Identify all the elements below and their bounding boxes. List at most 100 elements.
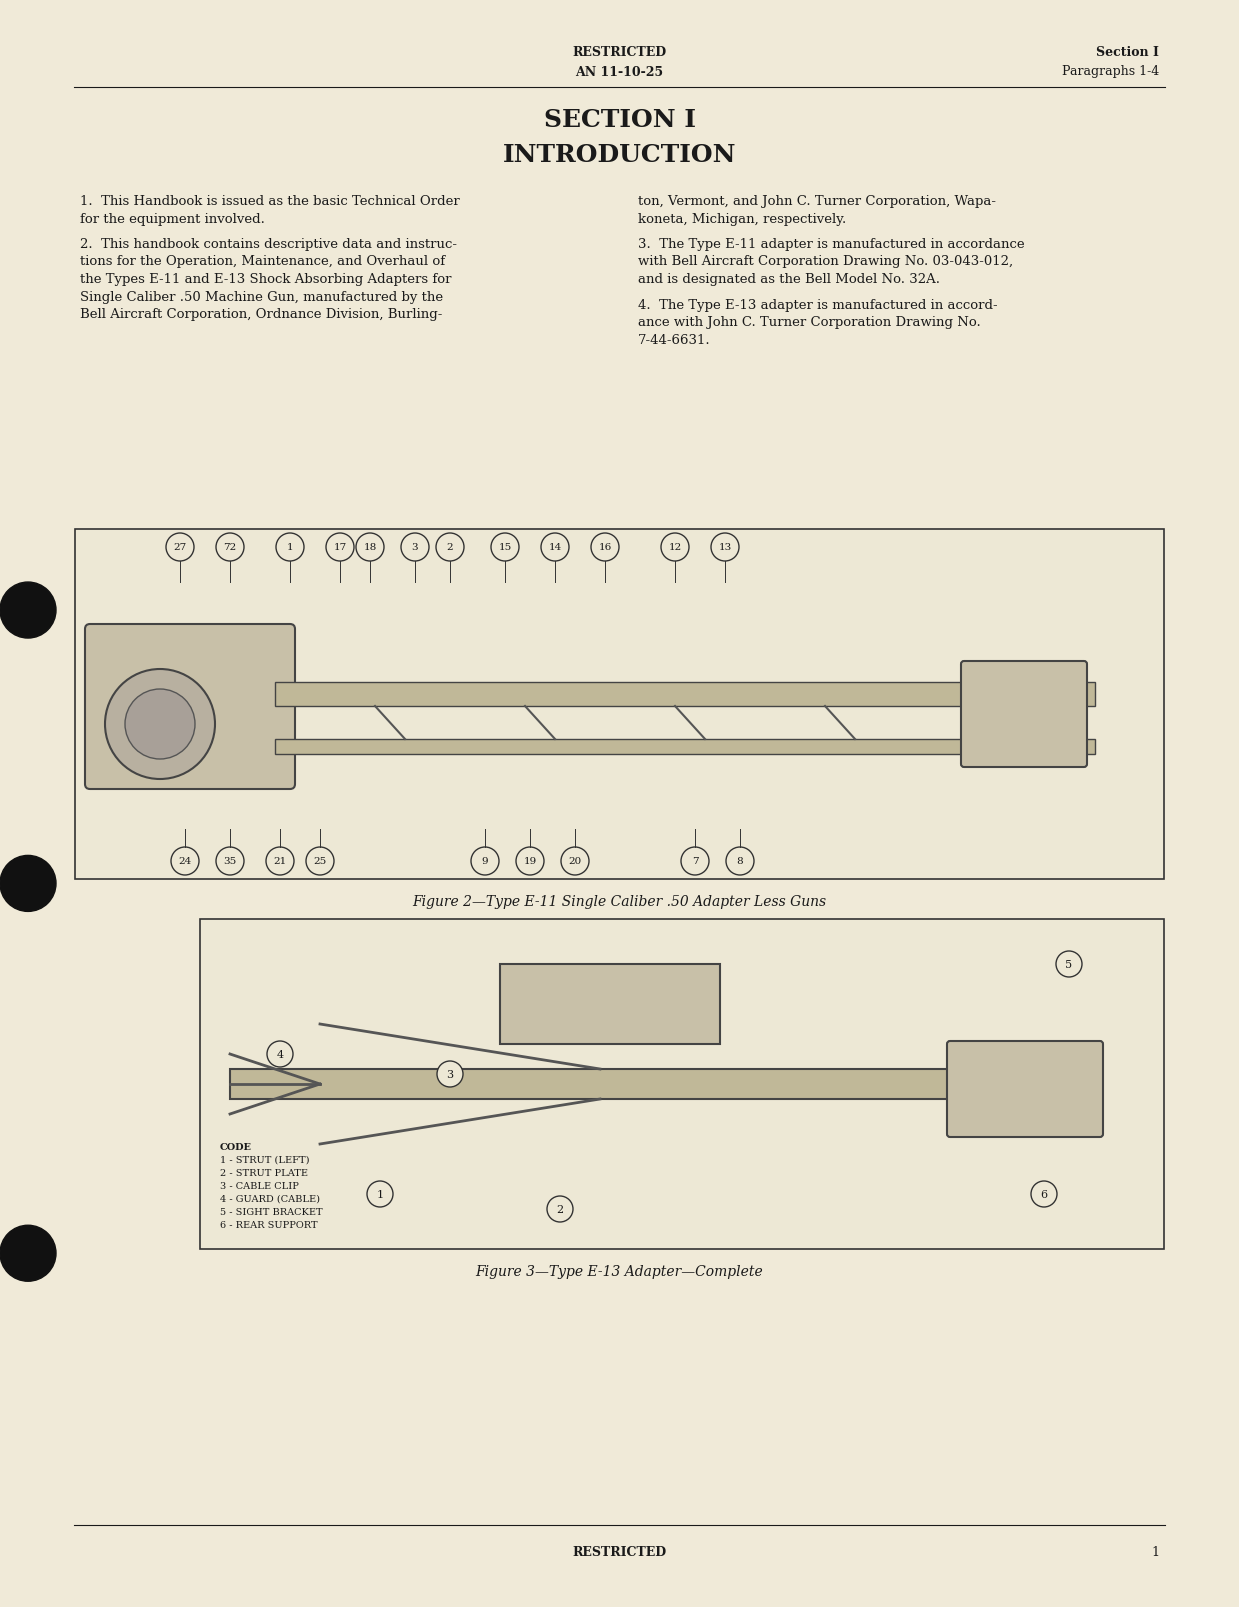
Text: 20: 20 (569, 857, 581, 866)
Text: 15: 15 (498, 543, 512, 553)
Text: 72: 72 (223, 543, 237, 553)
Text: ton, Vermont, and John C. Turner Corporation, Wapa-: ton, Vermont, and John C. Turner Corpora… (638, 194, 996, 207)
Text: 21: 21 (274, 857, 286, 866)
Text: 1.  This Handbook is issued as the basic Technical Order: 1. This Handbook is issued as the basic … (81, 194, 460, 207)
Bar (230, 1069, 980, 1099)
Bar (199, 919, 1163, 1249)
Text: 12: 12 (668, 543, 681, 553)
Circle shape (266, 847, 294, 876)
Text: INTRODUCTION: INTRODUCTION (503, 143, 736, 167)
Text: Paragraphs 1-4: Paragraphs 1-4 (1062, 66, 1158, 79)
Circle shape (660, 534, 689, 562)
Circle shape (326, 534, 354, 562)
Bar (501, 964, 720, 1045)
Text: 6: 6 (1041, 1189, 1047, 1199)
Bar (275, 739, 1095, 755)
Text: 24: 24 (178, 857, 192, 866)
Text: 1: 1 (377, 1189, 384, 1199)
Text: AN 11-10-25: AN 11-10-25 (575, 66, 664, 79)
Text: 25: 25 (313, 857, 327, 866)
Text: 1: 1 (286, 543, 294, 553)
Circle shape (1031, 1181, 1057, 1207)
Text: 4 - GUARD (CABLE): 4 - GUARD (CABLE) (221, 1194, 320, 1204)
Circle shape (561, 847, 589, 876)
Text: CODE: CODE (221, 1143, 252, 1151)
Text: RESTRICTED: RESTRICTED (572, 1546, 667, 1559)
Text: Figure 2—Type E-11 Single Caliber .50 Adapter Less Guns: Figure 2—Type E-11 Single Caliber .50 Ad… (413, 895, 826, 908)
Text: 3.  The Type E-11 adapter is manufactured in accordance: 3. The Type E-11 adapter is manufactured… (638, 238, 1025, 251)
Circle shape (726, 847, 755, 876)
Circle shape (166, 534, 195, 562)
Text: 3 - CABLE CLIP: 3 - CABLE CLIP (221, 1181, 299, 1191)
Text: 14: 14 (549, 543, 561, 553)
Text: RESTRICTED: RESTRICTED (572, 45, 667, 58)
Text: 7-44-6631.: 7-44-6631. (638, 333, 711, 346)
Circle shape (216, 534, 244, 562)
Circle shape (276, 534, 304, 562)
Text: 3: 3 (446, 1069, 453, 1080)
Text: 13: 13 (719, 543, 731, 553)
Text: 8: 8 (737, 857, 743, 866)
Bar (76, 530, 1163, 879)
Circle shape (306, 847, 335, 876)
Circle shape (367, 1181, 393, 1207)
Circle shape (401, 534, 429, 562)
Text: 3: 3 (411, 543, 419, 553)
Text: 4.  The Type E-13 adapter is manufactured in accord-: 4. The Type E-13 adapter is manufactured… (638, 299, 997, 312)
Circle shape (356, 534, 384, 562)
Circle shape (471, 847, 499, 876)
Text: 17: 17 (333, 543, 347, 553)
Circle shape (436, 534, 463, 562)
Circle shape (546, 1196, 572, 1223)
Text: tions for the Operation, Maintenance, and Overhaul of: tions for the Operation, Maintenance, an… (81, 256, 445, 268)
Text: the Types E-11 and E-13 Shock Absorbing Adapters for: the Types E-11 and E-13 Shock Absorbing … (81, 273, 451, 286)
Text: 6 - REAR SUPPORT: 6 - REAR SUPPORT (221, 1220, 317, 1229)
Text: 19: 19 (523, 857, 536, 866)
Text: 18: 18 (363, 543, 377, 553)
FancyBboxPatch shape (85, 625, 295, 789)
Text: Single Caliber .50 Machine Gun, manufactured by the: Single Caliber .50 Machine Gun, manufact… (81, 291, 444, 304)
Text: and is designated as the Bell Model No. 32A.: and is designated as the Bell Model No. … (638, 273, 940, 286)
Text: 4: 4 (276, 1049, 284, 1059)
Text: 2: 2 (556, 1204, 564, 1215)
Circle shape (515, 847, 544, 876)
Text: Figure 3—Type E-13 Adapter—Complete: Figure 3—Type E-13 Adapter—Complete (476, 1265, 763, 1278)
Text: 5 - SIGHT BRACKET: 5 - SIGHT BRACKET (221, 1207, 322, 1216)
Bar (275, 683, 1095, 707)
FancyBboxPatch shape (947, 1041, 1103, 1138)
Text: 9: 9 (482, 857, 488, 866)
Text: Bell Aircraft Corporation, Ordnance Division, Burling-: Bell Aircraft Corporation, Ordnance Divi… (81, 309, 442, 321)
Circle shape (125, 689, 195, 760)
Text: koneta, Michigan, respectively.: koneta, Michigan, respectively. (638, 212, 846, 225)
Text: 1: 1 (1151, 1546, 1158, 1559)
Text: 2: 2 (447, 543, 453, 553)
Text: with Bell Aircraft Corporation Drawing No. 03-043-012,: with Bell Aircraft Corporation Drawing N… (638, 256, 1014, 268)
Text: 27: 27 (173, 543, 187, 553)
Circle shape (591, 534, 620, 562)
Circle shape (437, 1061, 463, 1088)
Text: Section I: Section I (1097, 45, 1158, 58)
Circle shape (105, 670, 216, 779)
Circle shape (541, 534, 569, 562)
Text: 35: 35 (223, 857, 237, 866)
Text: 7: 7 (691, 857, 699, 866)
Circle shape (681, 847, 709, 876)
Text: 5: 5 (1066, 959, 1073, 969)
FancyBboxPatch shape (961, 662, 1087, 768)
Circle shape (0, 857, 56, 911)
Text: 16: 16 (598, 543, 612, 553)
Circle shape (711, 534, 738, 562)
Circle shape (171, 847, 199, 876)
Text: 2 - STRUT PLATE: 2 - STRUT PLATE (221, 1168, 309, 1178)
Text: 2.  This handbook contains descriptive data and instruc-: 2. This handbook contains descriptive da… (81, 238, 457, 251)
Circle shape (0, 583, 56, 638)
Text: for the equipment involved.: for the equipment involved. (81, 212, 265, 225)
Text: SECTION I: SECTION I (544, 108, 695, 132)
Circle shape (266, 1041, 292, 1067)
Circle shape (1056, 951, 1082, 977)
Text: ance with John C. Turner Corporation Drawing No.: ance with John C. Turner Corporation Dra… (638, 317, 981, 329)
Text: 1 - STRUT (LEFT): 1 - STRUT (LEFT) (221, 1155, 310, 1165)
Circle shape (216, 847, 244, 876)
Circle shape (0, 1226, 56, 1281)
Circle shape (491, 534, 519, 562)
